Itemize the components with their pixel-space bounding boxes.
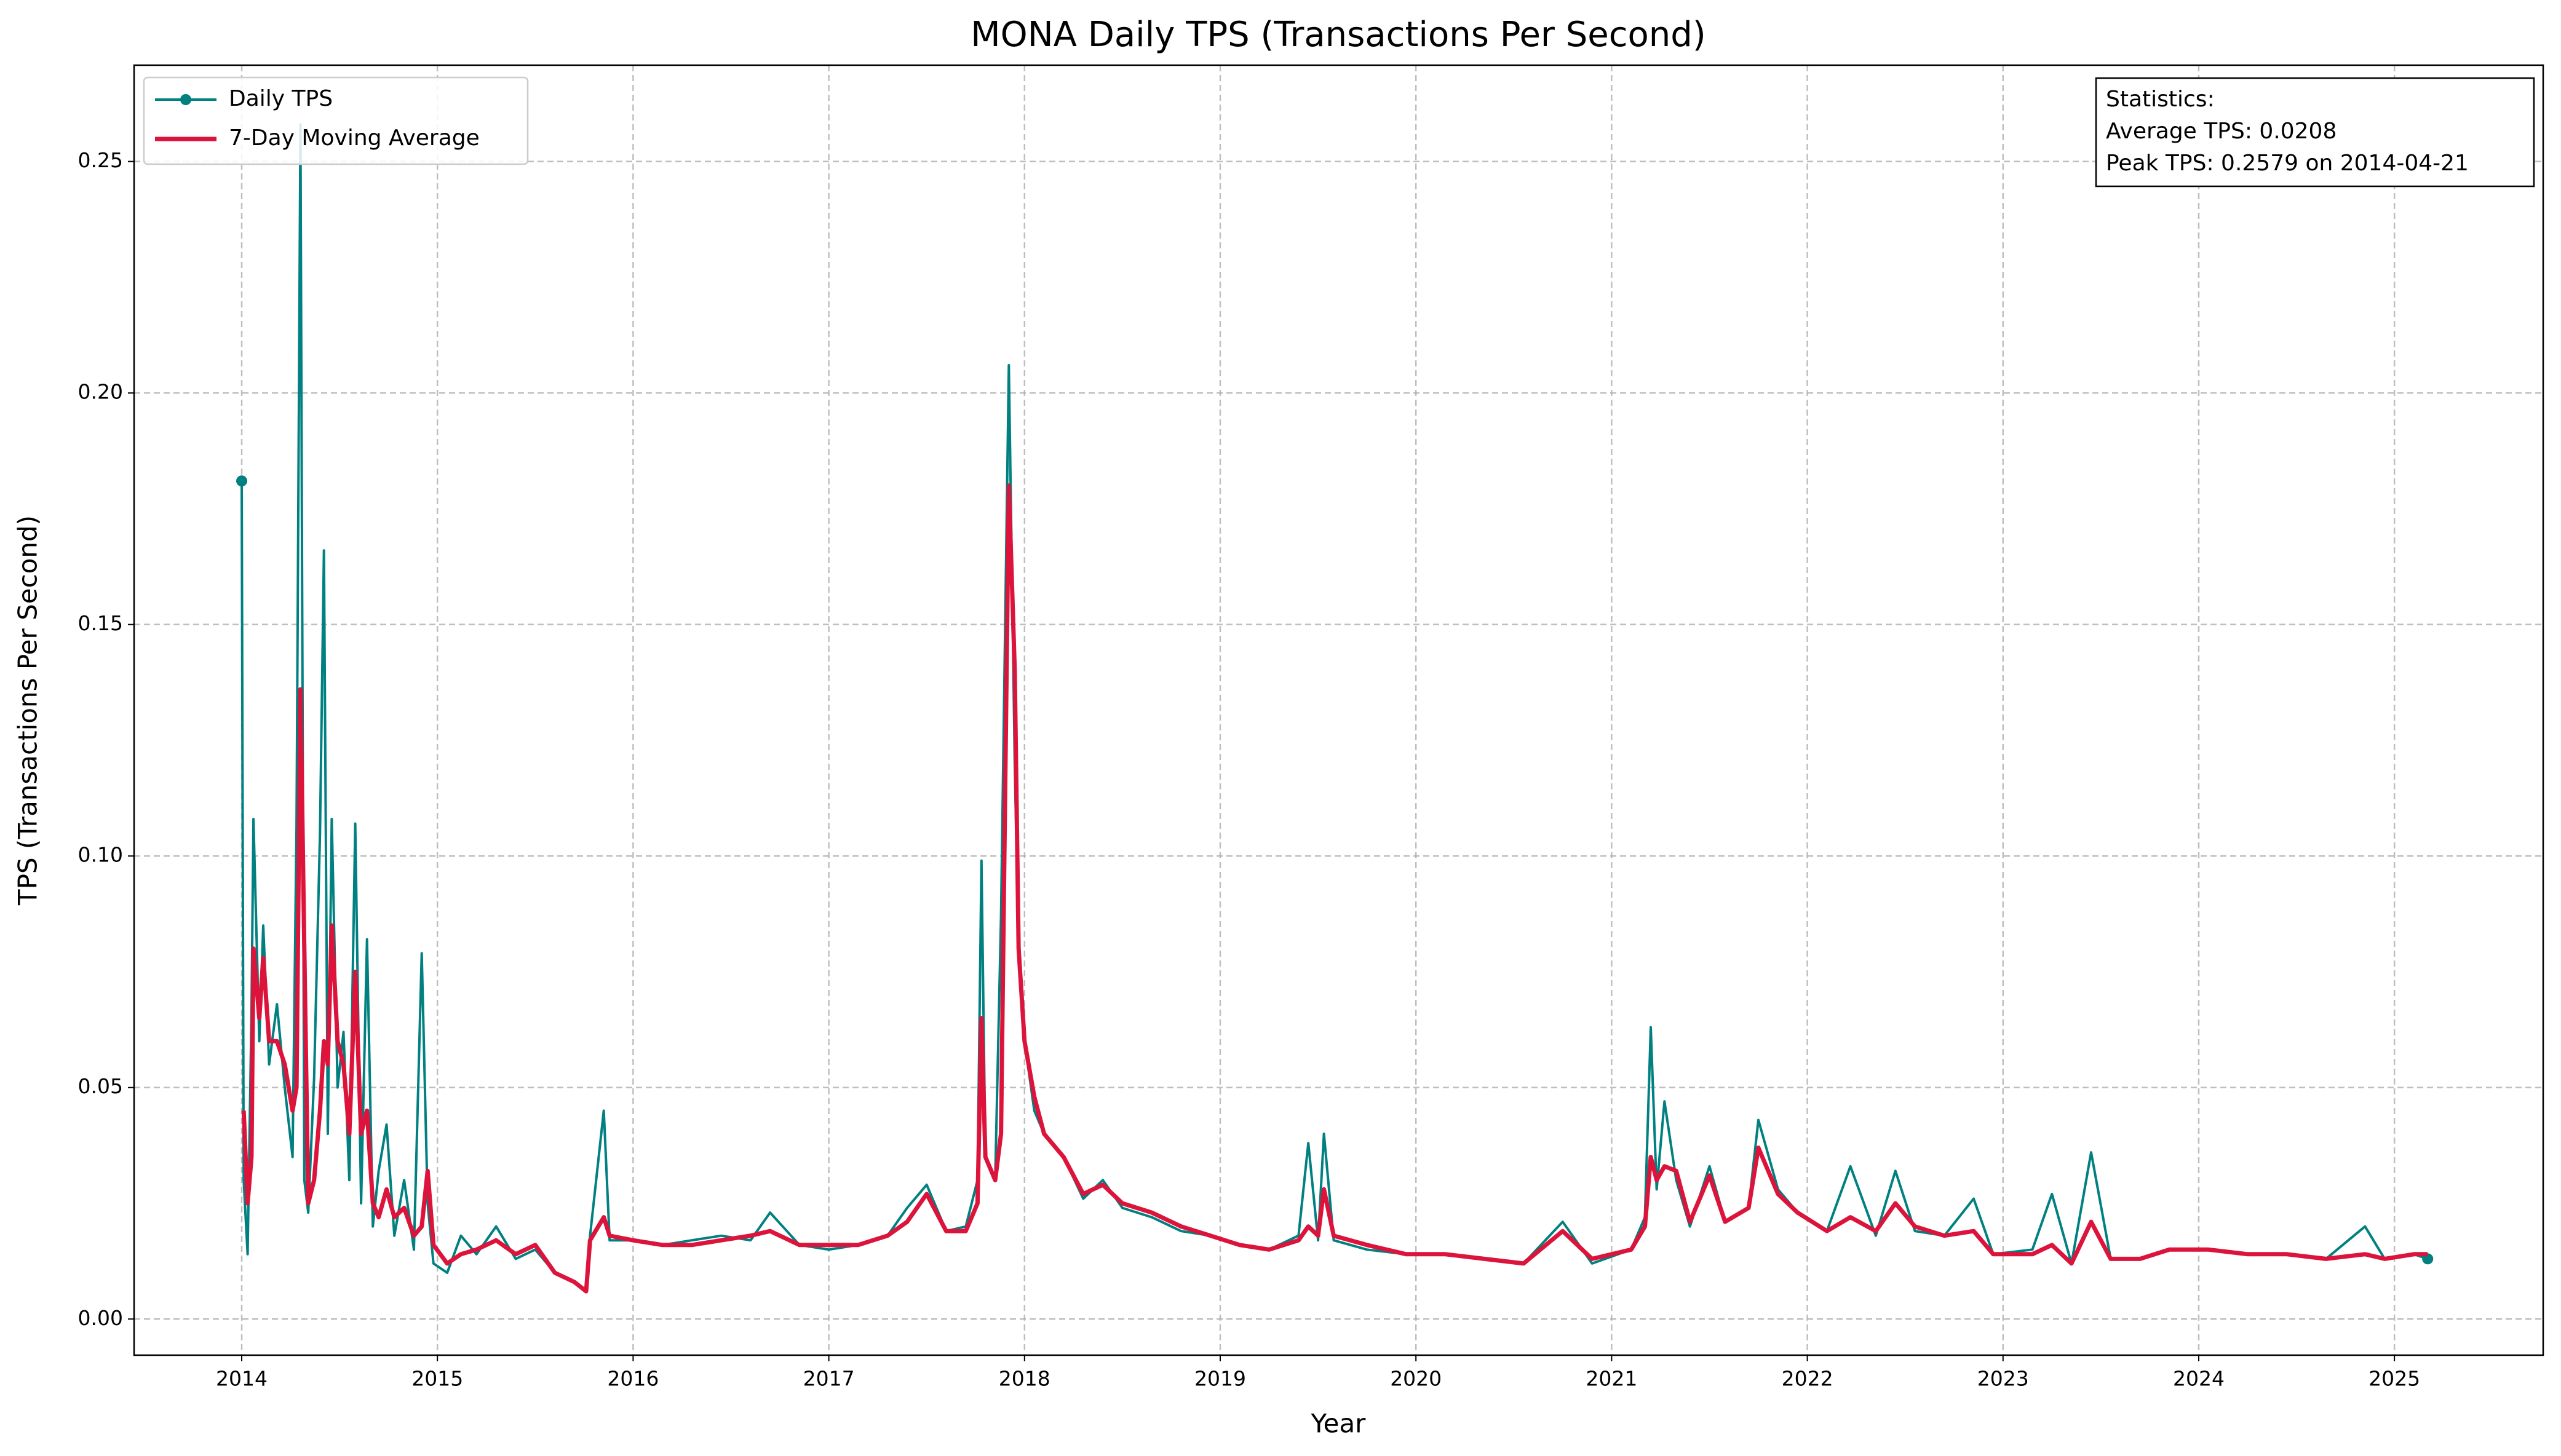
x-tick-label: 2022 — [1782, 1367, 1833, 1391]
chart-title: MONA Daily TPS (Transactions Per Second) — [971, 15, 1705, 55]
y-tick-label: 0.00 — [78, 1306, 123, 1330]
x-axis-label: Year — [1311, 1409, 1367, 1439]
y-tick-label: 0.20 — [78, 380, 123, 404]
legend-marker — [180, 94, 191, 105]
y-tick-label: 0.10 — [78, 843, 123, 867]
stats-box — [2095, 77, 2535, 188]
stats-line: Statistics: — [2106, 87, 2215, 112]
x-tick-label: 2024 — [2173, 1367, 2225, 1391]
x-tick-label: 2018 — [999, 1367, 1050, 1391]
x-tick-label: 2019 — [1194, 1367, 1246, 1391]
x-tick-label: 2014 — [216, 1367, 268, 1391]
y-axis-label: TPS (Transactions Per Second) — [13, 515, 43, 906]
data-point — [236, 475, 248, 487]
series-line — [241, 483, 2428, 1294]
y-tick-label: 0.15 — [78, 611, 123, 635]
y-tick-label: 0.05 — [78, 1074, 123, 1098]
stats-line: Peak TPS: 0.2579 on 2014-04-21 — [2106, 151, 2469, 176]
y-tick-label: 0.25 — [78, 148, 123, 172]
legend-label: Daily TPS — [229, 86, 333, 111]
x-tick-label: 2023 — [1977, 1367, 2029, 1391]
x-tick-label: 2016 — [607, 1367, 659, 1391]
x-tick-label: 2021 — [1586, 1367, 1637, 1391]
plot-frame — [133, 64, 2544, 1356]
legend-box — [143, 76, 529, 165]
x-tick-label: 2017 — [803, 1367, 855, 1391]
series-line — [240, 123, 2428, 1293]
x-tick-label: 2020 — [1390, 1367, 1442, 1391]
stats-line: Average TPS: 0.0208 — [2106, 119, 2337, 144]
x-tick-label: 2025 — [2368, 1367, 2420, 1391]
x-tick-label: 2015 — [411, 1367, 463, 1391]
legend-label: 7-Day Moving Average — [229, 125, 480, 151]
